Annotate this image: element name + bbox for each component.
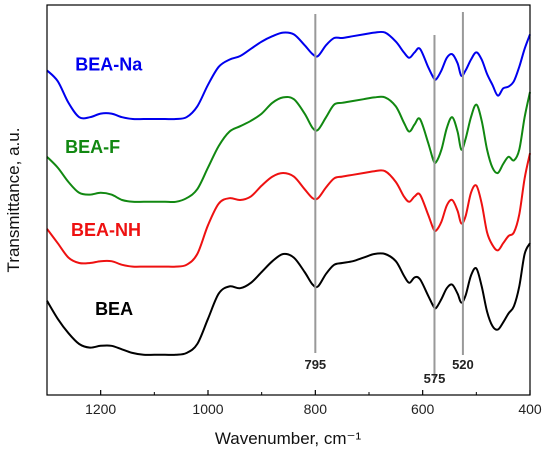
series-line-bea-f — [46, 91, 531, 204]
x-tick-label-600: 600 — [411, 401, 435, 417]
series-line-bea-nh — [46, 152, 531, 268]
series-labels: BEA-Na BEA-F BEA-NH BEA — [65, 54, 143, 319]
x-tick-label-1200: 1200 — [85, 401, 116, 417]
x-tick-label-1000: 1000 — [192, 401, 223, 417]
annotation-label-520: 520 — [452, 357, 474, 372]
series-label-bea-nh: BEA-NH — [71, 220, 141, 240]
plot-frame — [46, 4, 531, 396]
annotation-markers: 795 575 520 — [304, 12, 474, 386]
series-line-bea — [46, 242, 531, 356]
x-axis-title: Wavenumber, cm⁻¹ — [215, 429, 362, 448]
x-tick-label-400: 400 — [518, 401, 542, 417]
annotation-label-575: 575 — [424, 371, 446, 386]
series-lines — [46, 30, 531, 356]
series-label-bea-na: BEA-Na — [75, 54, 143, 74]
x-tick-label-800: 800 — [304, 401, 328, 417]
series-line-bea-na — [46, 30, 531, 121]
x-axis-ticks: 1200 1000 800 600 400 — [46, 390, 542, 417]
annotation-label-795: 795 — [304, 357, 326, 372]
y-axis-title: Transmittance, a.u. — [4, 128, 23, 273]
series-label-bea: BEA — [95, 299, 133, 319]
series-label-bea-f: BEA-F — [65, 137, 120, 157]
